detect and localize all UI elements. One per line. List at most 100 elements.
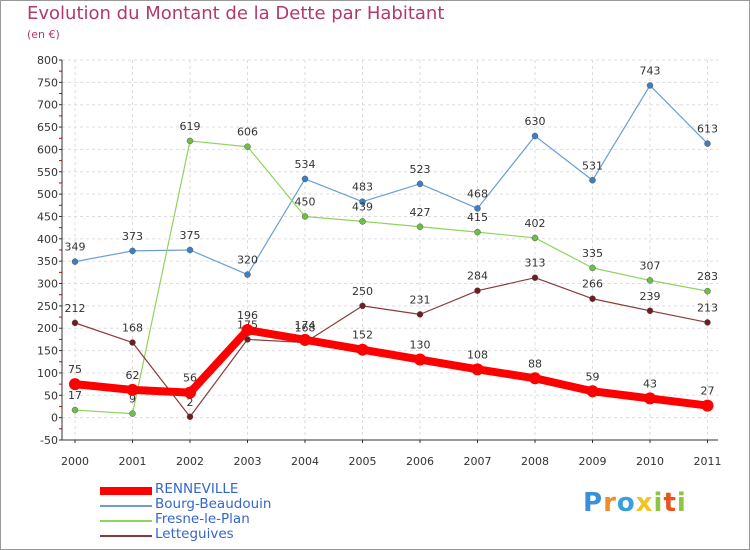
data-label: 2 [187,396,194,409]
chart-subtitle: (en €) [27,28,60,41]
x-tick-label: 2001 [119,455,147,468]
data-point [589,264,596,272]
data-point [186,413,194,421]
data-point [474,287,481,294]
logo-letter: i [676,488,687,518]
data-label: 349 [65,241,86,254]
data-point [646,82,654,89]
data-label: 283 [697,270,718,283]
data-label: 9 [129,393,136,406]
y-tick-label: 350 [37,255,58,268]
x-tick-label: 2008 [521,455,549,468]
x-tick-label: 2007 [464,455,492,468]
logo-letter: r [603,488,617,518]
data-label: 75 [68,363,82,376]
data-point [69,378,81,391]
data-label: 375 [180,229,201,242]
data-label: 62 [126,369,140,382]
data-label: 213 [697,301,718,314]
data-point [416,180,424,188]
x-tick-label: 2002 [176,455,204,468]
data-label: 619 [180,120,201,133]
data-point [129,410,136,417]
data-label: 88 [528,357,542,370]
y-tick-label: 250 [37,300,58,313]
data-point [589,295,596,302]
data-label: 415 [467,211,488,224]
logo-letter: t [663,488,677,518]
y-tick-label: 450 [37,210,58,223]
data-point [359,198,366,205]
data-point [586,385,599,398]
data-label: 606 [237,126,258,139]
y-tick-label: 800 [37,54,58,67]
data-point [241,324,254,337]
x-tick-label: 2006 [406,455,434,468]
data-label: 534 [295,158,316,171]
data-point [471,363,484,376]
data-point [646,277,654,284]
x-tick-label: 2003 [234,455,262,468]
y-tick-label: 650 [37,121,58,134]
data-label: 168 [122,322,143,335]
data-point [184,386,196,399]
y-tick-label: 200 [37,322,58,335]
data-point [186,246,194,254]
legend-swatch [100,505,152,507]
y-tick-label: 700 [37,99,58,112]
data-label: 196 [237,309,258,322]
data-label: 284 [467,270,488,283]
y-tick-label: 300 [37,278,58,291]
data-point [416,223,424,231]
data-label: 152 [352,329,373,342]
x-tick-label: 2011 [694,455,722,468]
chart-legend: RENNEVILLE Bourg-Beaudouin Fresne-le-Plan L… [100,481,380,544]
data-label: 17 [68,389,82,402]
data-label: 130 [410,339,431,352]
legend-item: Bourg-Beaudouin [100,496,380,514]
data-label: 266 [582,278,603,291]
data-point [646,307,654,315]
data-point [126,383,139,396]
y-tick-label: 400 [37,233,58,246]
data-point [704,319,711,326]
data-label: 335 [582,247,603,260]
series-line-letteguives [74,277,709,418]
legend-item: Fresne-le-Plan [100,511,380,529]
data-point [474,205,481,212]
data-label: 320 [237,254,258,267]
data-point [299,333,311,346]
data-point [244,336,251,343]
logo-letter: o [616,488,636,518]
y-tick-label: 750 [37,76,58,89]
legend-item: Letteguives [100,526,380,544]
legend-label: RENNEVILLE [155,481,239,497]
data-label: 239 [640,290,661,303]
data-point [71,406,79,414]
data-point [529,372,541,385]
legend-label: Letteguives [155,526,234,542]
data-point [71,319,79,327]
data-point [301,175,309,183]
series-line-bourg-beaudouin [74,84,709,276]
data-point [704,140,711,147]
data-label: 43 [643,377,657,390]
data-label: 613 [697,123,718,136]
data-point [244,271,251,278]
logo-letter: P [583,488,604,518]
legend-label: Fresne-le-Plan [155,511,250,527]
data-label: 174 [295,319,316,332]
data-label: 212 [65,302,86,315]
data-point [129,247,136,255]
y-tick-label: 150 [37,345,58,358]
data-label: 59 [586,370,600,383]
data-point [531,132,539,140]
series-line-fresne-le-plan [74,140,709,415]
x-tick-label: 2004 [291,455,319,468]
data-point [416,311,424,318]
data-point [359,218,366,225]
data-point [356,343,369,356]
data-label: 439 [352,200,373,213]
data-label: 108 [467,348,488,361]
